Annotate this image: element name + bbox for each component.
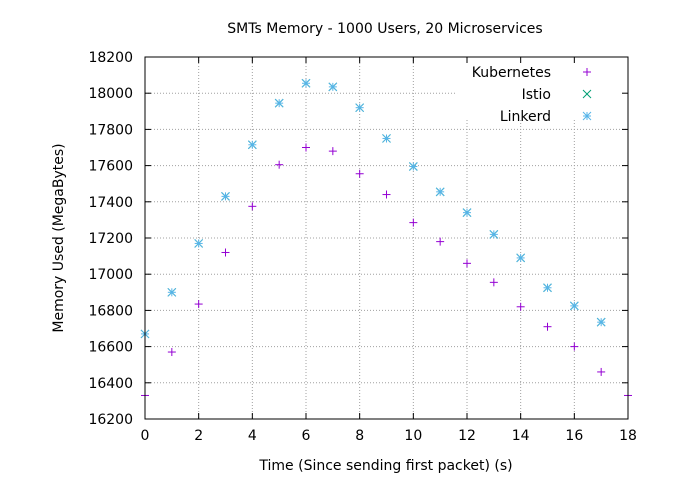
data-points [140, 78, 632, 400]
x-tick-label: 4 [248, 428, 257, 444]
point-kubernetes [302, 143, 310, 152]
point-kubernetes [167, 348, 176, 357]
marker-stroke [516, 253, 526, 263]
legend: Kubernetes Istio Linkerd [472, 65, 592, 125]
x-tick-label: 2 [194, 428, 203, 444]
marker-stroke [221, 192, 230, 201]
legend-label-kubernetes: Kubernetes [472, 65, 551, 81]
marker-stroke [462, 208, 472, 218]
point-kubernetes [463, 259, 471, 268]
y-tick-label: 17000 [88, 267, 133, 283]
y-tick-label: 17200 [88, 231, 133, 247]
x-tick-label: 6 [302, 428, 311, 444]
marker-stroke [582, 111, 592, 121]
point-kubernetes [328, 147, 337, 156]
point-kubernetes [275, 160, 284, 169]
marker-stroke [274, 98, 284, 108]
x-tick-label: 8 [355, 428, 364, 444]
point-kubernetes [382, 190, 391, 199]
point-linkerd [408, 162, 418, 171]
marker-stroke [301, 78, 311, 88]
chart-title: SMTs Memory - 1000 Users, 20 Microservic… [227, 21, 542, 37]
x-tick-label: 18 [619, 428, 637, 444]
point-kubernetes [516, 302, 525, 311]
point-kubernetes [221, 248, 230, 257]
marker-stroke [247, 140, 257, 150]
y-tick-label: 17600 [88, 159, 133, 175]
point-kubernetes [194, 300, 203, 309]
x-tick-label: 16 [565, 428, 583, 444]
marker-stroke [328, 82, 338, 92]
marker-stroke [408, 162, 418, 171]
legend-marker-kubernetes [583, 68, 591, 76]
point-kubernetes [489, 278, 498, 287]
marker-stroke [355, 103, 365, 113]
point-linkerd [355, 103, 365, 113]
y-tick-label: 17800 [88, 122, 133, 138]
point-linkerd [301, 78, 311, 88]
legend-marker-linkerd [582, 111, 592, 121]
y-tick-label: 18000 [88, 86, 133, 102]
y-tick-label: 16200 [88, 412, 133, 428]
marker-stroke [489, 230, 499, 239]
plot-frame [144, 56, 629, 420]
point-linkerd [382, 134, 391, 143]
point-linkerd [221, 192, 230, 201]
point-linkerd [489, 230, 499, 239]
point-kubernetes [543, 322, 552, 331]
marker-stroke [194, 239, 204, 248]
point-linkerd [328, 82, 338, 92]
y-tick-label: 18200 [88, 50, 133, 66]
x-tick-label: 14 [512, 428, 530, 444]
x-axis-label: Time (Since sending first packet) (s) [258, 458, 512, 474]
legend-label-istio: Istio [522, 87, 551, 103]
point-linkerd [596, 317, 606, 327]
axes: 0 2 4 6 8 10 12 14 16 18 16200 16400 16600 16800 17000… [88, 50, 636, 444]
point-linkerd [194, 239, 204, 248]
point-kubernetes [248, 202, 257, 211]
x-tick-label: 12 [458, 428, 476, 444]
marker-stroke [596, 317, 606, 327]
grid-lines [145, 57, 628, 419]
point-kubernetes [355, 169, 364, 178]
y-tick-label: 17400 [88, 195, 133, 211]
point-linkerd [435, 187, 445, 197]
marker-stroke [569, 301, 579, 311]
marker-stroke [382, 134, 391, 143]
legend-label-linkerd: Linkerd [500, 109, 551, 125]
legend-marker-istio [582, 89, 592, 99]
point-kubernetes [436, 237, 445, 246]
marker-stroke [167, 287, 177, 297]
point-linkerd [543, 283, 552, 293]
point-linkerd [274, 98, 284, 108]
point-linkerd [247, 140, 257, 150]
y-tick-label: 16400 [88, 376, 133, 392]
marker-stroke [543, 283, 552, 293]
point-kubernetes [597, 367, 606, 376]
y-tick-label: 16800 [88, 303, 133, 319]
point-linkerd [516, 253, 526, 263]
point-kubernetes [409, 218, 418, 227]
x-tick-label: 0 [141, 428, 150, 444]
x-tick-label: 10 [404, 428, 422, 444]
y-axis-label: Memory Used (MegaBytes) [51, 143, 67, 332]
point-linkerd [167, 287, 177, 297]
marker-stroke [582, 89, 592, 99]
marker-stroke [435, 187, 445, 197]
y-tick-label: 16600 [88, 340, 133, 356]
point-linkerd [569, 301, 579, 311]
point-kubernetes [570, 342, 579, 351]
point-linkerd [462, 208, 472, 218]
